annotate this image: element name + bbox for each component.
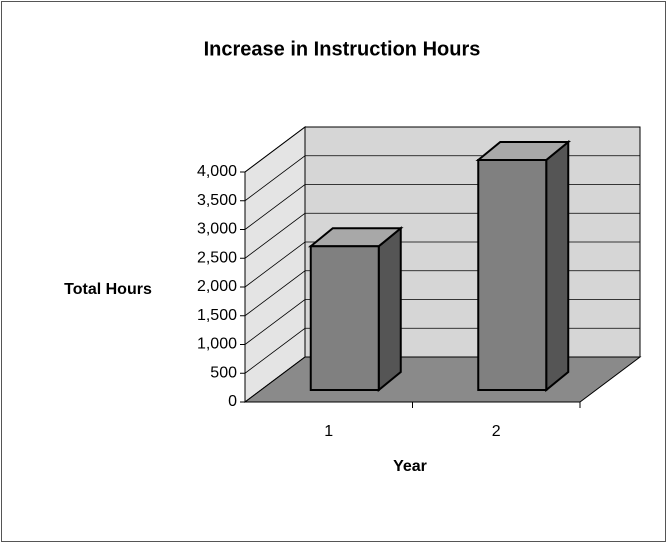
bar <box>309 245 380 391</box>
y-tick-label: 0 <box>228 393 237 410</box>
x-tick-label: 1 <box>324 423 333 440</box>
y-tick-label: 4,000 <box>197 163 237 180</box>
y-tick-label: 1,500 <box>197 307 237 324</box>
x-tick-label: 2 <box>492 423 501 440</box>
y-tick-label: 1,000 <box>197 336 237 353</box>
y-tick-label: 500 <box>210 364 237 381</box>
floor <box>243 356 642 403</box>
y-tick-label: 3,500 <box>197 192 237 209</box>
chart-title: Increase in Instruction Hours <box>204 38 481 60</box>
grid-line <box>244 126 640 173</box>
y-tick-label: 3,000 <box>197 221 237 238</box>
bar <box>477 159 548 391</box>
x-axis-label: Year <box>393 458 427 475</box>
y-tick-label: 2,500 <box>197 249 237 266</box>
y-tick-label: 2,000 <box>197 278 237 295</box>
y-axis-label: Total Hours <box>64 281 152 298</box>
bar-side <box>545 139 570 393</box>
bar-side <box>377 226 402 393</box>
